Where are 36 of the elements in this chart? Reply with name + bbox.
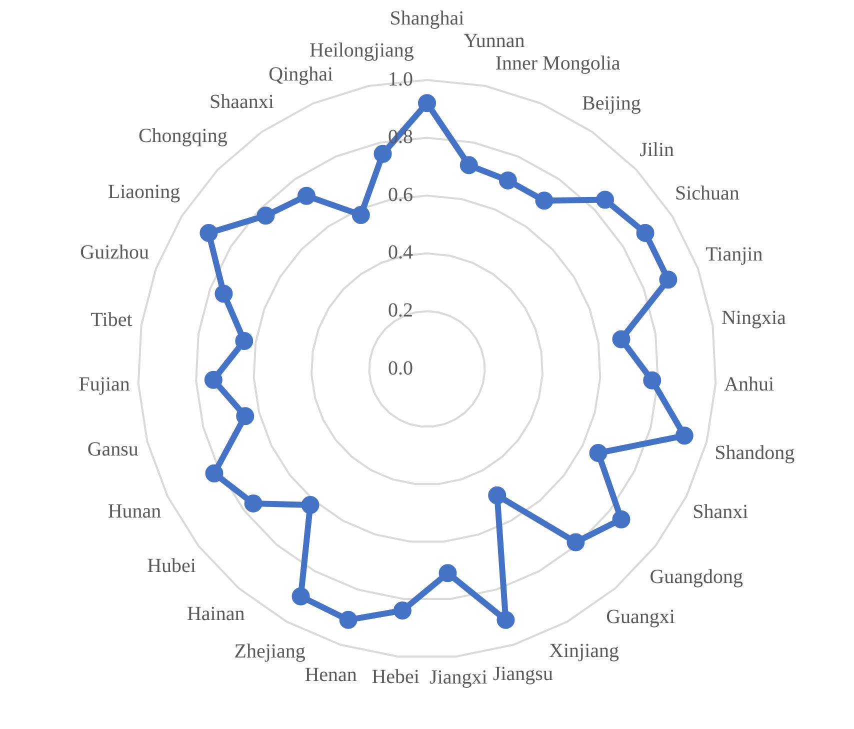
spoke-label: Ningxia [721,307,786,330]
spoke-label: Jiangsu [492,663,553,686]
spoke-label: Shanxi [692,501,749,524]
spoke-label: Heilongjiang [310,40,414,62]
spoke-label: Shanghai [390,7,465,30]
spoke-label: Tibet [90,308,133,331]
spoke-label: Sichuan [674,182,740,205]
y-tick-label: 0.0 [388,357,413,380]
spoke-label: Inner Mongolia [495,52,620,74]
spoke-label: Henan [304,664,357,686]
spoke-label: Guangxi [606,606,676,628]
spoke-label: Anhui [724,374,775,396]
spoke-label: Xinjiang [549,640,620,662]
y-tick-label: 0.2 [388,299,413,322]
y-tick-label: 1.0 [388,68,413,90]
spoke-label: Qinghai [268,63,334,86]
spoke-label: Guangdong [650,566,744,588]
spoke-label: Guizhou [80,242,150,264]
spoke-label: Zhejiang [234,640,306,662]
spoke-label: Tianjin [706,243,763,266]
y-tick-label: 0.4 [388,242,413,264]
spoke-label: Gansu [87,438,138,461]
spoke-label: Liaoning [108,180,180,203]
spoke-label: Hainan [186,603,245,626]
spoke-label: Chongqing [138,125,228,148]
spoke-label: Fujian [78,374,130,396]
spoke-label: Hebei [372,666,420,688]
spoke-label: Hunan [108,500,162,523]
spoke-label: Hubei [147,554,196,577]
spoke-label: Shaanxi [209,90,274,113]
spoke-label: Yunnan [464,30,525,52]
spoke-label: Shandong [714,442,795,464]
spoke-label: Jiangxi [430,666,488,689]
spoke-label: Jilin [640,138,674,161]
spoke-label: Beijing [582,92,641,114]
y-tick-label: 0.6 [388,184,413,206]
